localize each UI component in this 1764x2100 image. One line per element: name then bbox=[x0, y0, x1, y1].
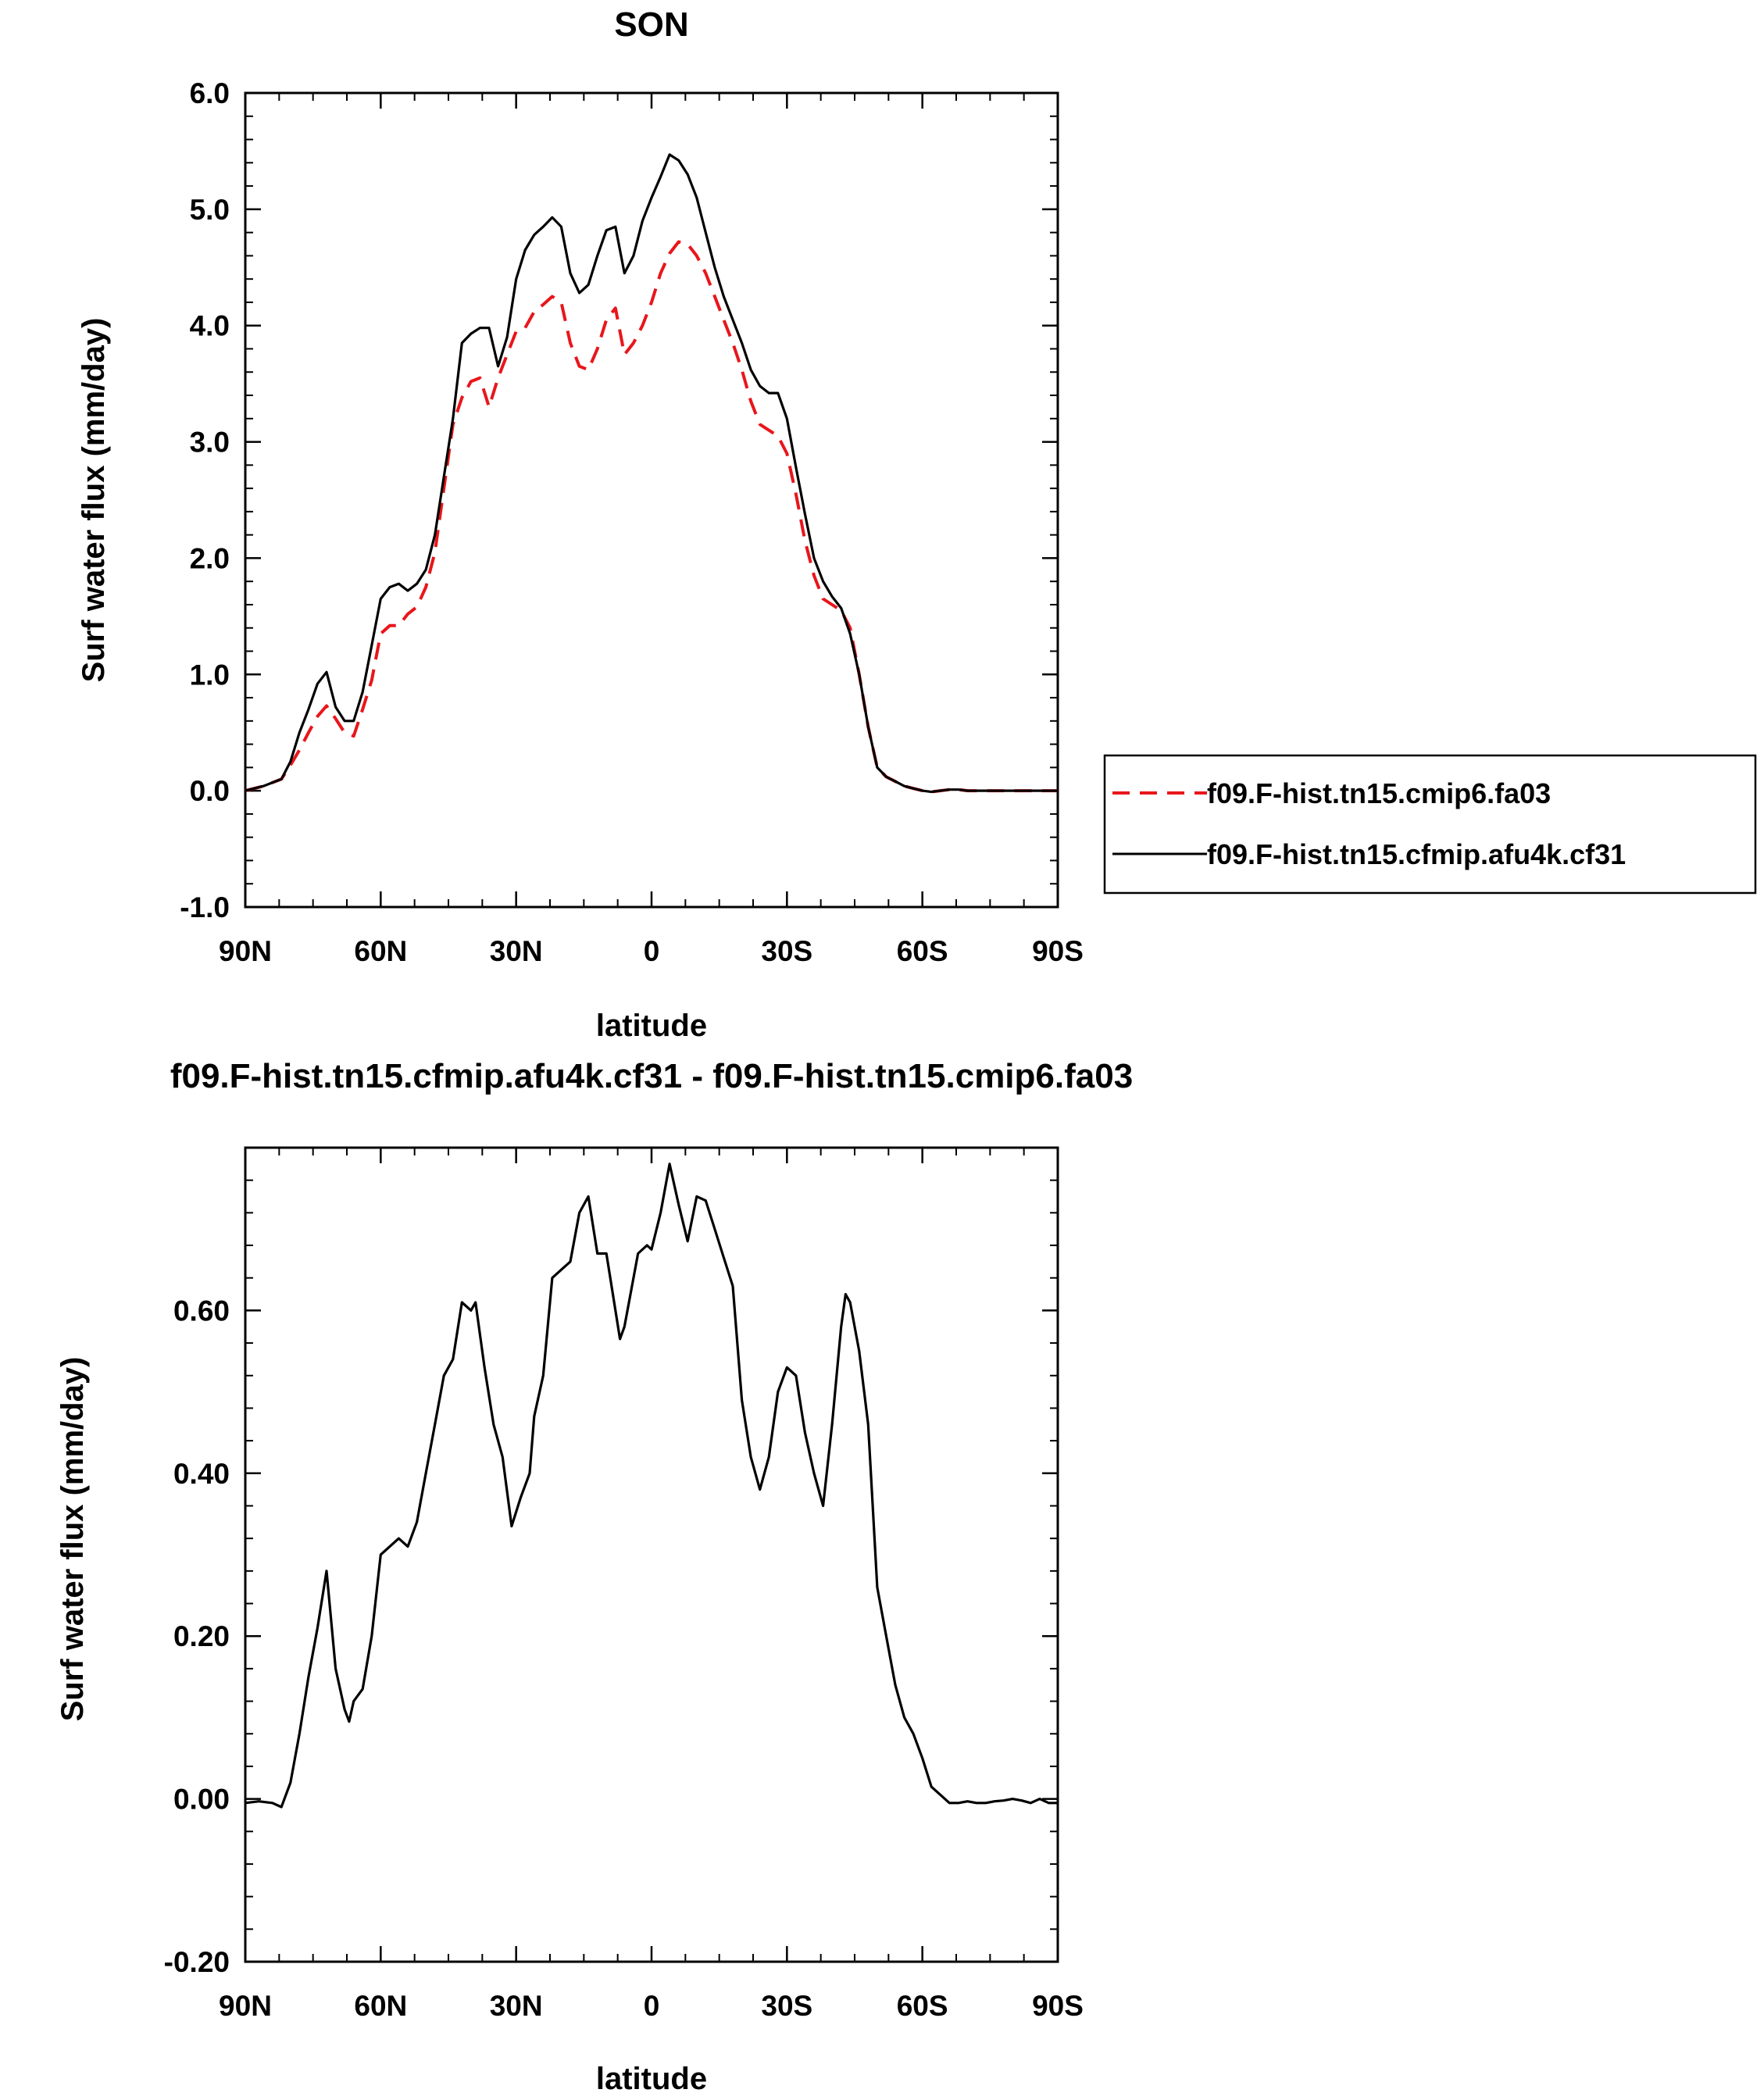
top-chart-title: SON bbox=[614, 5, 688, 44]
bottom-xtick-label: 60S bbox=[897, 1990, 948, 2022]
top-xtick-label: 60S bbox=[897, 935, 948, 967]
bottom-ytick-label: 0.60 bbox=[173, 1295, 230, 1327]
top-xtick-label: 30N bbox=[490, 935, 543, 967]
bottom-ytick-label: 0.20 bbox=[173, 1620, 230, 1652]
top-plot-frame bbox=[244, 91, 1059, 909]
top-xtick-label: 90S bbox=[1032, 935, 1084, 967]
top-ytick-label: 3.0 bbox=[190, 427, 230, 459]
top-ytick-label: 6.0 bbox=[190, 77, 230, 109]
top-xtick-label: 30S bbox=[761, 935, 812, 967]
bottom-xtick-label: 90N bbox=[219, 1990, 272, 2022]
top-ytick-label: -1.0 bbox=[180, 891, 230, 923]
top-chart-ylabel: Surf water flux (mm/day) bbox=[77, 318, 111, 683]
bottom-ytick-label: -0.20 bbox=[164, 1946, 230, 1978]
bottom-xtick-label: 30N bbox=[490, 1990, 543, 2022]
bottom-plot-frame bbox=[244, 1146, 1059, 1963]
bottom-chart-title: f09.F-hist.tn15.cfmip.afu4k.cf31 - f09.F… bbox=[170, 1057, 1133, 1095]
legend: f09.F-hist.tn15.cmip6.fa03 f09.F-hist.tn… bbox=[1103, 754, 1757, 895]
legend-label-cmip6: f09.F-hist.tn15.cmip6.fa03 bbox=[1207, 777, 1551, 809]
bottom-ytick-label: 0.00 bbox=[173, 1784, 230, 1816]
top-ytick-label: 0.0 bbox=[190, 775, 230, 807]
bottom-xtick-label: 90S bbox=[1032, 1990, 1084, 2022]
top-ytick-label: 5.0 bbox=[190, 194, 230, 226]
top-xtick-label: 0 bbox=[644, 935, 660, 967]
top-xtick-label: 60N bbox=[354, 935, 407, 967]
legend-label-cfmip: f09.F-hist.tn15.cfmip.afu4k.cf31 bbox=[1207, 838, 1626, 870]
bottom-series-line-0 bbox=[245, 1162, 1058, 1809]
bottom-ytick-label: 0.40 bbox=[173, 1458, 230, 1490]
top-ytick-label: 4.0 bbox=[190, 310, 230, 342]
top-ytick-label: 2.0 bbox=[190, 542, 230, 574]
bottom-xtick-label: 0 bbox=[644, 1990, 660, 2022]
top-chart-xlabel: latitude bbox=[596, 1009, 707, 1043]
top-series-line-1 bbox=[245, 153, 1058, 794]
bottom-xtick-label: 30S bbox=[761, 1990, 812, 2022]
top-ytick-label: 1.0 bbox=[190, 659, 230, 691]
bottom-xtick-label: 60N bbox=[354, 1990, 407, 2022]
legend-box bbox=[1103, 754, 1757, 895]
bottom-chart-xlabel: latitude bbox=[596, 2062, 707, 2096]
top-series-line-0 bbox=[245, 240, 1058, 794]
bottom-chart-ylabel: Surf water flux (mm/day) bbox=[55, 1357, 90, 1722]
top-xtick-label: 90N bbox=[219, 935, 272, 967]
